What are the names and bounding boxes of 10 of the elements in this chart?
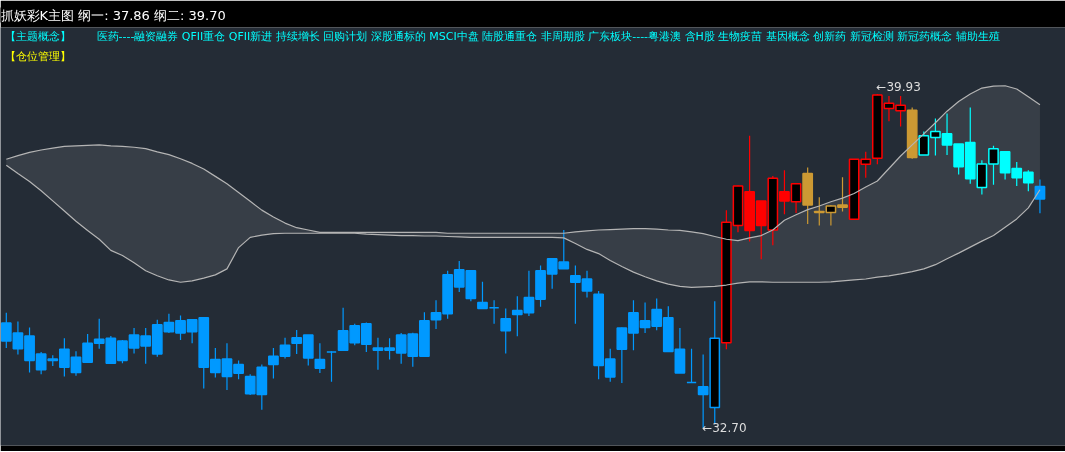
annotation: ←39.93 bbox=[876, 80, 921, 95]
text: 【主题概念】 bbox=[4, 29, 71, 43]
candlestick bbox=[326, 350, 337, 383]
text: 【仓位管理】 bbox=[4, 49, 71, 63]
chart-title: 抓妖彩K主图 纲一: 37.86 纲二: 39.70 bbox=[0, 7, 226, 23]
text: 医药----融资融券 QFII重仓 QFII新进 持续增长 回购计划 深股通标的 MSCI中盘 陆股通重仓 非周期股 广东板块----粤港澳 含H股 生物疫苗 基因概念 创新药 新冠检测 新冠药概念 辅助生殖 bbox=[96, 29, 1000, 43]
candlestick bbox=[686, 348, 697, 384]
candlestick bbox=[314, 342, 326, 374]
annotation: ←32.70 bbox=[702, 421, 747, 436]
candlestick bbox=[500, 308, 512, 355]
